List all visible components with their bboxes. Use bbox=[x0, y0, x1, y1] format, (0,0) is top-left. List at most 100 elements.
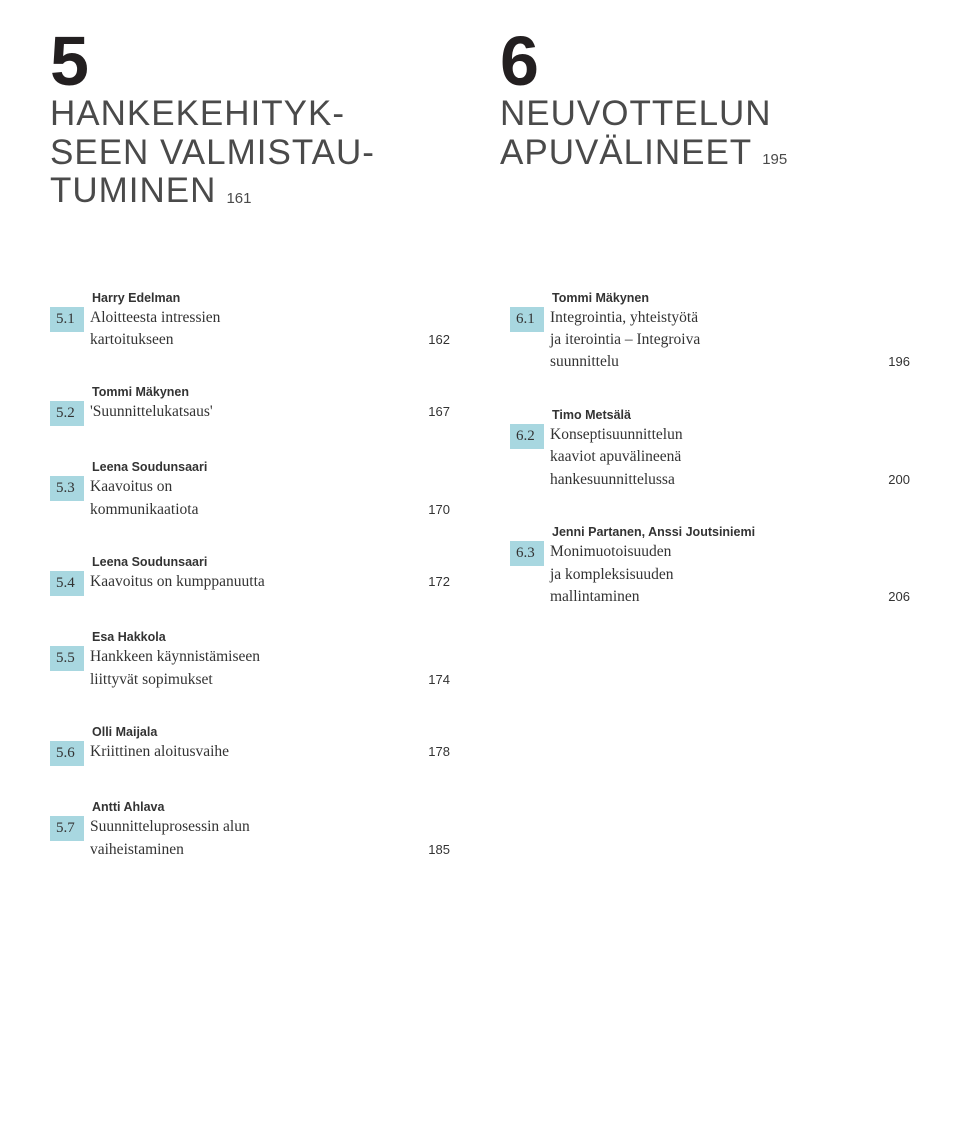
entry-number: 5.5 bbox=[50, 646, 84, 671]
chapter-header-row: 5 HANKEKEHITYK- SEEN VALMISTAU- TUMINEN … bbox=[50, 30, 910, 211]
entry-page: 162 bbox=[416, 331, 450, 350]
entry-page: 196 bbox=[876, 353, 910, 372]
entry-line: ja iterointia – Integroiva bbox=[550, 329, 910, 351]
entry-text: Integrointia, yhteistyötäja iterointia –… bbox=[544, 307, 910, 374]
entry-page: 178 bbox=[416, 743, 450, 762]
entry-title-text: Suunnitteluprosessin alun bbox=[90, 816, 450, 838]
entry-title-text: vaiheistaminen bbox=[90, 839, 416, 861]
chapter-6: 6 NEUVOTTELUN APUVÄLINEET 195 bbox=[500, 30, 910, 211]
entry-author: Leena Soudunsaari bbox=[50, 460, 450, 474]
chapter-title-line: SEEN VALMISTAU- bbox=[50, 134, 460, 173]
entry-line: kaaviot apuvälineenä bbox=[550, 446, 910, 468]
entry-number: 6.1 bbox=[510, 307, 544, 332]
entry-text: Suunnitteluprosessin alunvaiheistaminen1… bbox=[84, 816, 450, 861]
toc-columns: Harry Edelman5.1Aloitteesta intressienka… bbox=[50, 291, 910, 896]
toc-entry: Harry Edelman5.1Aloitteesta intressienka… bbox=[50, 291, 450, 352]
entry-title-text: Kaavoitus on kumppanuutta bbox=[90, 571, 416, 593]
entry-number: 5.6 bbox=[50, 741, 84, 766]
chapter-page: 195 bbox=[762, 151, 787, 168]
entry-line: Kaavoitus on bbox=[90, 476, 450, 498]
entry-title-text: mallintaminen bbox=[550, 586, 876, 608]
entry-page: 170 bbox=[416, 501, 450, 520]
entry-body: 6.3Monimuotoisuudenja kompleksisuudenmal… bbox=[510, 541, 910, 608]
entry-page: 206 bbox=[876, 588, 910, 607]
entry-number: 5.1 bbox=[50, 307, 84, 332]
entry-body: 6.2Konseptisuunnittelunkaaviot apuväline… bbox=[510, 424, 910, 491]
entry-author: Tommi Mäkynen bbox=[510, 291, 910, 305]
entry-title-text: kommunikaatiota bbox=[90, 499, 416, 521]
chapter-title-line: APUVÄLINEET bbox=[500, 134, 752, 173]
entry-body: 5.3Kaavoitus onkommunikaatiota170 bbox=[50, 476, 450, 521]
entry-body: 5.2 'Suunnittelukatsaus'167 bbox=[50, 401, 450, 426]
entry-number: 5.7 bbox=[50, 816, 84, 841]
entry-line: hankesuunnittelussa200 bbox=[550, 469, 910, 491]
entry-line: Kriittinen aloitusvaihe178 bbox=[90, 741, 450, 763]
entry-text: Kaavoitus onkommunikaatiota170 bbox=[84, 476, 450, 521]
entry-title-text: Konseptisuunnittelun bbox=[550, 424, 910, 446]
entry-line: Hankkeen käynnistämiseen bbox=[90, 646, 450, 668]
entry-line: suunnittelu196 bbox=[550, 351, 910, 373]
entry-title-text: hankesuunnittelussa bbox=[550, 469, 876, 491]
entry-title-text: Monimuotoisuuden bbox=[550, 541, 910, 563]
entry-line: 'Suunnittelukatsaus'167 bbox=[90, 401, 450, 423]
toc-right-column: Tommi Mäkynen6.1Integrointia, yhteistyöt… bbox=[510, 291, 910, 896]
chapter-title-line: TUMINEN bbox=[50, 172, 216, 211]
toc-entry: Antti Ahlava5.7Suunnitteluprosessin alun… bbox=[50, 800, 450, 861]
entry-author: Olli Maijala bbox=[50, 725, 450, 739]
entry-title-text: ja kompleksisuuden bbox=[550, 564, 910, 586]
entry-text: Kriittinen aloitusvaihe178 bbox=[84, 741, 450, 763]
entry-title-text: Kaavoitus on bbox=[90, 476, 450, 498]
entry-title-text: suunnittelu bbox=[550, 351, 876, 373]
toc-entry: Esa Hakkola 5.5 Hankkeen käynnistämiseenli… bbox=[50, 630, 450, 691]
entry-line: Aloitteesta intressien bbox=[90, 307, 450, 329]
entry-line: ja kompleksisuuden bbox=[550, 564, 910, 586]
entry-line: Integrointia, yhteistyötä bbox=[550, 307, 910, 329]
toc-entry: Tommi Mäkynen5.2'Suunnittelukatsaus'167 bbox=[50, 385, 450, 426]
entry-body: 5.6 Kriittinen aloitusvaihe178 bbox=[50, 741, 450, 766]
entry-number: 6.3 bbox=[510, 541, 544, 566]
entry-line: Monimuotoisuuden bbox=[550, 541, 910, 563]
entry-text: Monimuotoisuudenja kompleksisuudenmallin… bbox=[544, 541, 910, 608]
entry-title-text: ja iterointia – Integroiva bbox=[550, 329, 910, 351]
entry-line: liittyvät sopimukset174 bbox=[90, 669, 450, 691]
entry-number: 5.2 bbox=[50, 401, 84, 426]
entry-page: 167 bbox=[416, 403, 450, 422]
entry-page: 172 bbox=[416, 573, 450, 592]
entry-title-text: 'Suunnittelukatsaus' bbox=[90, 401, 416, 423]
chapter-number: 5 bbox=[50, 30, 460, 93]
chapter-title-line: NEUVOTTELUN bbox=[500, 95, 910, 134]
entry-title-text: liittyvät sopimukset bbox=[90, 669, 416, 691]
entry-line: Konseptisuunnittelun bbox=[550, 424, 910, 446]
entry-body: 5.1Aloitteesta intressienkartoitukseen16… bbox=[50, 307, 450, 352]
entry-line: kartoitukseen162 bbox=[90, 329, 450, 351]
toc-left-column: Harry Edelman5.1Aloitteesta intressienka… bbox=[50, 291, 450, 896]
chapter-title-block: NEUVOTTELUN APUVÄLINEET 195 bbox=[500, 95, 910, 172]
entry-page: 174 bbox=[416, 671, 450, 690]
entry-body: 5.7Suunnitteluprosessin alunvaiheistamin… bbox=[50, 816, 450, 861]
chapter-title-block: HANKEKEHITYK- SEEN VALMISTAU- TUMINEN 16… bbox=[50, 95, 460, 211]
entry-body: 5.4Kaavoitus on kumppanuutta172 bbox=[50, 571, 450, 596]
toc-entry: Tommi Mäkynen6.1Integrointia, yhteistyöt… bbox=[510, 291, 910, 374]
chapter-page: 161 bbox=[226, 190, 251, 207]
entry-number: 6.2 bbox=[510, 424, 544, 449]
toc-entry: Olli Maijala 5.6 Kriittinen aloitusvaihe17… bbox=[50, 725, 450, 766]
chapter-number: 6 bbox=[500, 30, 910, 93]
entry-author: Esa Hakkola bbox=[50, 630, 450, 644]
entry-title-text: kaaviot apuvälineenä bbox=[550, 446, 910, 468]
entry-title-text: kartoitukseen bbox=[90, 329, 416, 351]
entry-author: Leena Soudunsaari bbox=[50, 555, 450, 569]
entry-line: kommunikaatiota170 bbox=[90, 499, 450, 521]
entry-number: 5.3 bbox=[50, 476, 84, 501]
entry-page: 200 bbox=[876, 471, 910, 490]
entry-page: 185 bbox=[416, 841, 450, 860]
entry-body: 5.5 Hankkeen käynnistämiseenliittyvät sop… bbox=[50, 646, 450, 691]
entry-text: Aloitteesta intressienkartoitukseen162 bbox=[84, 307, 450, 352]
toc-entry: Leena Soudunsaari 5.4Kaavoitus on kumppan… bbox=[50, 555, 450, 596]
entry-text: Konseptisuunnittelunkaaviot apuvälineenä… bbox=[544, 424, 910, 491]
toc-entry: Timo Metsälä6.2Konseptisuunnittelunkaavi… bbox=[510, 408, 910, 491]
toc-entry: Leena Soudunsaari5.3Kaavoitus onkommunik… bbox=[50, 460, 450, 521]
entry-title-text: Hankkeen käynnistämiseen bbox=[90, 646, 450, 668]
entry-author: Jenni Partanen, Anssi Joutsiniemi bbox=[510, 525, 910, 539]
toc-entry: Jenni Partanen, Anssi Joutsiniemi6.3Moni… bbox=[510, 525, 910, 608]
entry-text: 'Suunnittelukatsaus'167 bbox=[84, 401, 450, 423]
